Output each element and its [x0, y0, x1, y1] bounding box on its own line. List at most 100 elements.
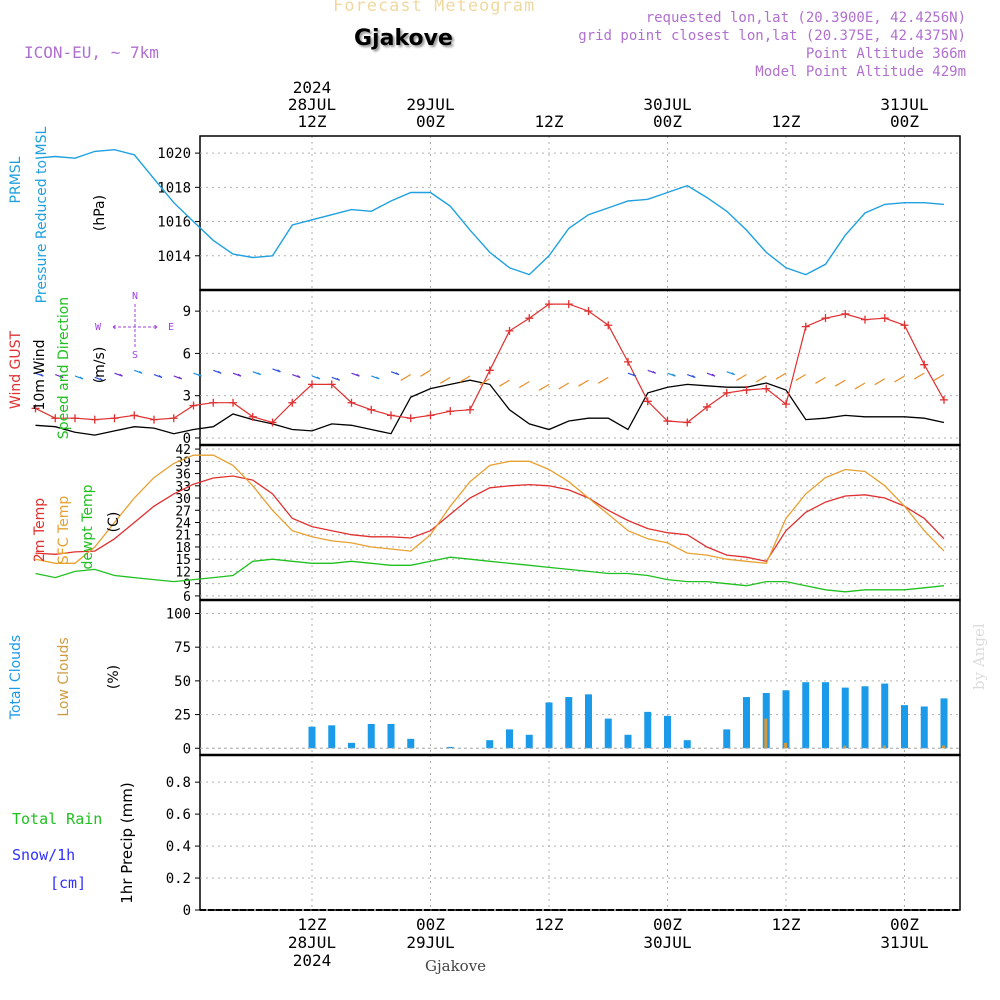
gust-marker: [545, 300, 553, 309]
time-label-bottom: 00Z: [416, 915, 445, 934]
pressure-unit: (hPa): [92, 195, 108, 231]
wind-direction-arrow: [558, 382, 570, 390]
wind-direction-arrow: [647, 369, 657, 374]
wind-direction-arrow: [706, 372, 716, 377]
cloud-total-bar: [525, 734, 533, 749]
y-tick-label: 6: [183, 346, 191, 362]
gust-marker: [71, 414, 79, 423]
gust-marker: [268, 418, 277, 427]
precip-unit: 1hr Precip (mm): [118, 782, 136, 903]
gust-marker: [604, 321, 613, 330]
y-tick-label: 75: [174, 640, 191, 656]
time-label-top: 30JUL: [643, 95, 691, 114]
gust-marker: [406, 414, 415, 423]
y-tick-label: 24: [175, 517, 191, 532]
gust-marker: [347, 398, 356, 407]
gust-marker: [742, 386, 751, 395]
gust-marker: [130, 411, 139, 420]
gust-marker: [663, 417, 672, 426]
gust-marker: [900, 321, 909, 330]
wind-dir-label: Speed and Direction: [56, 297, 72, 439]
wind-direction-arrow: [35, 372, 44, 377]
time-label-bottom: 12Z: [298, 915, 327, 934]
panel-frame: [199, 289, 961, 446]
wind-direction-arrow: [479, 378, 491, 386]
wind-direction-arrow: [74, 375, 84, 380]
wind-direction-arrow: [667, 372, 676, 377]
y-tick-label: 36: [175, 468, 191, 483]
wind-unit: (m/s): [92, 347, 108, 384]
wind-direction-arrow: [795, 374, 807, 382]
wind-direction-arrow: [775, 372, 787, 380]
y-tick-label: 27: [175, 504, 191, 519]
pressure-line: [35, 148, 945, 276]
gust-marker: [821, 314, 830, 323]
wind-direction-arrow: [213, 369, 222, 374]
compass-e: E: [168, 322, 174, 333]
rain-label: Total Rain: [12, 810, 102, 828]
cloud-total-bar: [328, 725, 336, 749]
y-tick-label: 25: [174, 708, 191, 724]
cloud-total-bar: [585, 694, 592, 749]
y-tick-label: 12: [175, 565, 191, 580]
wind-direction-arrow: [232, 372, 242, 377]
model-label: ICON-EU, ~ 7km: [24, 43, 159, 62]
y-tick-label: 0: [183, 903, 191, 919]
cloud-total-bar: [446, 746, 454, 749]
wind-direction-arrow: [726, 371, 736, 376]
wind-direction-arrow: [854, 382, 866, 390]
temp-dewpt-label: dewpt Temp: [80, 484, 96, 569]
wind-direction-arrow: [400, 374, 412, 382]
point-altitude: Point Altitude 366m: [805, 46, 966, 62]
gridpoint-coords: grid point closest lon,lat (20.375E, 42.…: [578, 28, 966, 44]
panel-frame: [199, 135, 961, 291]
wind-direction-arrow: [627, 372, 637, 377]
time-label-top: 12Z: [298, 112, 327, 131]
wind-direction-arrow: [252, 371, 262, 376]
cloud-low-label: Low Clouds: [56, 637, 72, 716]
cloud-total-label: Total Clouds: [8, 635, 24, 720]
time-label-top: 00Z: [653, 112, 682, 131]
wind-direction-arrow: [311, 375, 321, 380]
wind-direction-arrow: [933, 374, 945, 382]
compass-s: S: [132, 350, 138, 361]
y-tick-label: 15: [175, 553, 191, 568]
gust-marker: [564, 300, 573, 309]
wind-direction-arrow: [913, 372, 925, 380]
y-tick-label: 0.8: [166, 775, 191, 791]
time-label-bottom: 2024: [293, 951, 332, 970]
cloud-total-bar: [881, 683, 889, 749]
time-label-bottom: 30JUL: [643, 933, 691, 952]
cloud-total-bar: [506, 729, 513, 749]
gust-marker: [308, 380, 316, 389]
gust-marker: [861, 315, 869, 324]
wind-direction-arrow: [114, 372, 123, 377]
footer-location: Gjakove: [425, 957, 487, 975]
wind-direction-arrow: [538, 383, 550, 391]
wind-10m-line: [35, 379, 945, 436]
cloud-low-bar: [942, 745, 945, 749]
cloud-low-bar: [764, 718, 768, 749]
cloud-total-bar: [545, 702, 553, 749]
gust-marker: [841, 309, 850, 318]
cloud-total-bar: [644, 711, 652, 749]
cloud-total-bar: [407, 738, 415, 749]
y-tick-label: 30: [175, 492, 191, 507]
snow-label: Snow/1h: [12, 846, 75, 864]
y-tick-label: 50: [174, 674, 191, 690]
gust-marker: [189, 401, 198, 410]
cloud-total-bar: [822, 682, 829, 749]
y-tick-label: 0: [183, 431, 191, 447]
cloud-total-bar: [604, 718, 612, 749]
wind-direction-arrow: [874, 378, 886, 386]
wind-direction-arrow: [351, 372, 360, 377]
cloud-total-bar: [841, 687, 849, 749]
product-title: Forecast Meteogram: [333, 0, 536, 16]
gust-marker: [643, 397, 652, 406]
wind-direction-arrow: [755, 375, 767, 383]
time-label-bottom: 28JUL: [288, 933, 336, 952]
temp-2m-line: [35, 475, 945, 563]
gust-marker: [801, 322, 810, 331]
gust-marker: [683, 418, 692, 427]
y-tick-label: 0.6: [166, 807, 191, 823]
